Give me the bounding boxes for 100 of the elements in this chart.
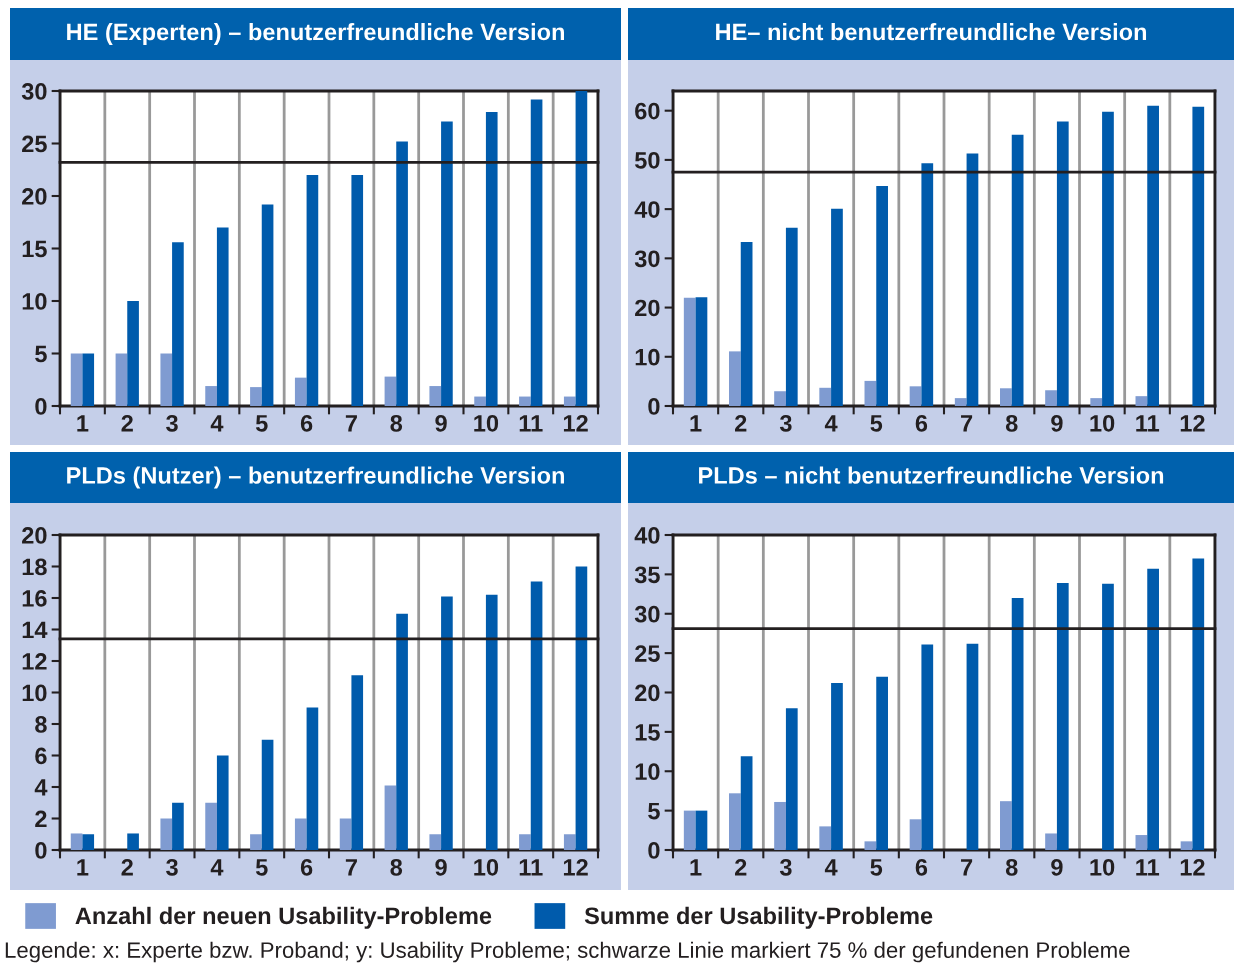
y-tick-label: 35 <box>634 566 660 584</box>
bar <box>921 644 934 850</box>
y-tick-label: 8 <box>35 716 47 733</box>
y-tick-label: 15 <box>22 240 47 258</box>
bar <box>1147 105 1159 406</box>
x-tick-label: 3 <box>779 858 792 876</box>
bar <box>1147 568 1159 850</box>
bar <box>250 387 262 406</box>
y-tick-label: 20 <box>635 299 660 317</box>
x-tick-label: 4 <box>824 859 838 876</box>
x-tick-label: 12 <box>563 414 588 432</box>
bar <box>485 112 498 406</box>
bar <box>474 396 486 406</box>
bar <box>1056 583 1069 850</box>
bar <box>205 386 217 406</box>
x-tick-label: 10 <box>1090 414 1115 432</box>
bar <box>1180 841 1193 850</box>
bar <box>831 208 843 406</box>
x-tick-label: 1 <box>690 415 702 432</box>
y-tick-label: 50 <box>634 151 660 169</box>
bar <box>1045 390 1057 406</box>
x-tick-label: 6 <box>915 858 928 876</box>
x-tick-label: 1 <box>77 415 89 432</box>
x-tick-label: 7 <box>961 859 973 876</box>
chart-title: PLDs (Nutzer) – benutzerfreundliche Version <box>67 466 564 489</box>
x-tick-label: 1 <box>77 859 89 876</box>
bar <box>384 376 397 406</box>
bar <box>954 398 967 406</box>
x-tick-label: 5 <box>870 415 883 432</box>
bar <box>1056 121 1069 406</box>
x-tick-label: 9 <box>1051 858 1063 876</box>
x-tick-label: 2 <box>735 414 747 432</box>
x-tick-label: 10 <box>474 858 499 876</box>
bar <box>216 755 229 850</box>
legend-label: Summe der Usability-Probleme <box>584 906 933 929</box>
bar <box>729 351 741 406</box>
y-tick-label: 25 <box>635 645 660 662</box>
bar <box>729 793 741 850</box>
y-tick-label: 6 <box>35 747 47 765</box>
bar <box>519 834 531 850</box>
bar <box>1192 558 1205 850</box>
bar <box>909 386 922 406</box>
y-tick-label: 10 <box>22 684 47 702</box>
x-tick-label: 6 <box>300 414 313 432</box>
bar <box>921 163 934 406</box>
x-tick-label: 8 <box>390 858 403 876</box>
x-tick-label: 12 <box>1180 858 1205 876</box>
y-tick-label: 10 <box>635 763 660 781</box>
y-tick-label: 14 <box>22 621 48 639</box>
bar <box>127 833 139 850</box>
bar <box>1102 111 1114 406</box>
bar <box>575 91 588 406</box>
y-tick-label: 0 <box>35 842 47 859</box>
chart-title: PLDs – nicht benutzerfreundliche Version <box>699 466 1164 484</box>
x-tick-label: 1 <box>690 859 702 876</box>
bar <box>160 818 173 850</box>
bar <box>339 818 352 850</box>
x-tick-label: 5 <box>255 859 268 876</box>
bar <box>774 391 786 406</box>
y-tick-label: 5 <box>648 802 660 820</box>
bar <box>864 380 877 406</box>
y-tick-label: 16 <box>22 590 47 607</box>
bar <box>261 739 274 850</box>
bar <box>1192 106 1205 406</box>
y-tick-label: 60 <box>635 102 660 120</box>
x-tick-label: 2 <box>735 858 747 876</box>
x-tick-label: 7 <box>345 415 357 432</box>
bar <box>563 396 576 406</box>
bar <box>695 297 708 406</box>
y-tick-label: 0 <box>648 842 660 859</box>
bar <box>683 297 696 406</box>
bar <box>695 810 708 850</box>
y-tick-label: 20 <box>635 684 660 702</box>
y-tick-label: 25 <box>22 135 47 153</box>
bar <box>294 818 307 850</box>
bar <box>1135 396 1148 406</box>
bar <box>819 387 832 406</box>
bar <box>1000 801 1012 850</box>
bar <box>575 566 588 850</box>
bar <box>82 353 95 406</box>
bar <box>306 175 319 406</box>
y-tick-label: 30 <box>634 250 660 268</box>
bar <box>396 613 408 850</box>
bar <box>306 707 319 850</box>
x-tick-label: 11 <box>519 415 543 432</box>
bar <box>216 227 229 406</box>
y-tick-label: 30 <box>21 83 47 100</box>
bar <box>82 834 95 850</box>
bar <box>396 141 408 406</box>
x-tick-label: 11 <box>519 859 543 876</box>
x-tick-label: 7 <box>961 415 973 432</box>
bar <box>831 683 843 850</box>
bar <box>785 708 798 850</box>
bar <box>205 802 217 850</box>
bar <box>740 242 753 406</box>
bar <box>172 242 184 406</box>
bar <box>909 819 922 850</box>
x-tick-label: 2 <box>121 414 133 432</box>
bar <box>819 826 832 850</box>
y-tick-label: 18 <box>22 558 47 576</box>
